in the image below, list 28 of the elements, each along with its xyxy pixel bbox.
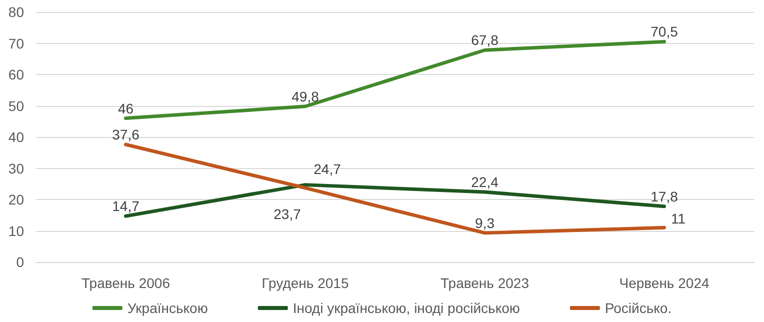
y-tick-label: 60 (8, 66, 24, 82)
data-label: 23,7 (274, 206, 302, 222)
data-label: 49,8 (292, 88, 320, 104)
y-tick-label: 30 (8, 160, 24, 176)
x-tick-label: Травень 2023 (440, 275, 530, 291)
data-label: 67,8 (471, 32, 499, 48)
x-tick-label: Травень 2006 (82, 275, 170, 291)
y-tick-label: 0 (16, 254, 24, 270)
legend-label: Українською (127, 300, 208, 316)
y-tick-label: 70 (8, 35, 24, 52)
y-tick-label: 20 (8, 192, 24, 208)
legend-label: Іноді українською, іноді російською (292, 300, 520, 316)
data-label: 22,4 (471, 174, 499, 190)
legend-label: Російсько. (604, 300, 672, 316)
x-tick-label: Червень 2024 (619, 275, 710, 291)
data-label: 70,5 (650, 24, 678, 40)
data-label: 11 (670, 210, 686, 227)
data-label: 14,7 (112, 198, 140, 214)
data-label: 46 (118, 100, 134, 116)
y-tick-label: 40 (8, 129, 24, 145)
y-tick-label: 10 (8, 222, 24, 239)
data-label: 17,8 (650, 188, 678, 204)
data-label: 24,7 (314, 160, 342, 177)
y-tick-label: 80 (8, 4, 24, 20)
y-tick-label: 50 (8, 98, 24, 114)
data-label: 9,3 (475, 214, 495, 231)
data-label: 37,6 (112, 126, 140, 142)
x-tick-label: Грудень 2015 (262, 275, 349, 291)
